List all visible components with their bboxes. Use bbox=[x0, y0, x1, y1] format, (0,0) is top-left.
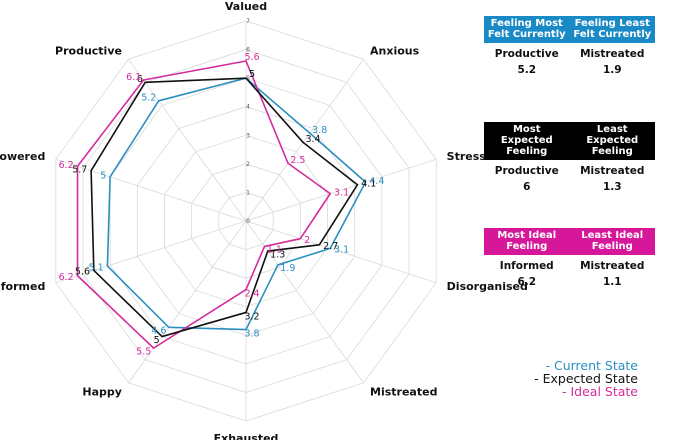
summary-ideal-least-heading: Least Ideal Feeling bbox=[569, 228, 655, 255]
summary-current-least-heading: Feeling Least Felt Currently bbox=[569, 16, 655, 43]
grid-spoke bbox=[55, 158, 247, 222]
grid-spoke bbox=[128, 220, 247, 384]
summary-ideal-header: Most Ideal Feeling Least Ideal Feeling bbox=[484, 228, 655, 255]
summary-current-most-value: 5.2 bbox=[517, 64, 537, 76]
data-label: 3.1 bbox=[334, 187, 349, 198]
tick-label: 2 bbox=[246, 161, 250, 168]
summary-expected: Most Expected Feeling Least Expected Fee… bbox=[484, 122, 655, 195]
data-label: 2 bbox=[304, 235, 310, 246]
legend-ideal: - Ideal State bbox=[562, 384, 638, 399]
tick-label: 1 bbox=[246, 189, 250, 196]
axis-label-anxious: Anxious bbox=[370, 44, 420, 57]
series-ideal-state bbox=[76, 60, 332, 349]
axis-label-informed: Informed bbox=[0, 280, 45, 293]
summary-current-header: Feeling Most Felt Currently Feeling Leas… bbox=[484, 16, 655, 43]
grid-spoke bbox=[55, 220, 247, 284]
data-label: 3.8 bbox=[312, 125, 327, 136]
radial-tick-labels: 0 1 2 3 4 5 6 7 bbox=[246, 18, 250, 225]
data-label: 5 bbox=[249, 69, 255, 80]
data-label: 2.5 bbox=[290, 155, 305, 166]
grid-spoke bbox=[245, 158, 437, 222]
axis-labels: ValuedAnxiousStressedDisorganisedMistrea… bbox=[0, 0, 528, 440]
data-label: 6 bbox=[137, 74, 143, 85]
data-label: 5.1 bbox=[89, 262, 104, 273]
axis-label-empowered: Empowered bbox=[0, 150, 45, 163]
data-label: 5.7 bbox=[72, 164, 87, 175]
summary-expected-header: Most Expected Feeling Least Expected Fee… bbox=[484, 122, 655, 160]
summary-current-most-heading: Feeling Most Felt Currently bbox=[484, 16, 570, 43]
axis-label-valued: Valued bbox=[225, 0, 267, 13]
data-label: 1.9 bbox=[280, 263, 295, 274]
summary-current-most-name: Productive bbox=[494, 48, 559, 60]
data-label: 4.1 bbox=[361, 179, 376, 190]
series-current-state bbox=[106, 77, 367, 331]
tick-label: 7 bbox=[246, 18, 250, 25]
data-label: 1.3 bbox=[270, 249, 285, 260]
data-label: 2.4 bbox=[244, 289, 259, 300]
data-label: 5 bbox=[154, 335, 160, 346]
data-label: 4.6 bbox=[151, 326, 166, 337]
data-label: 5.5 bbox=[136, 346, 151, 357]
legend-expected: - Expected State bbox=[534, 371, 638, 386]
summary-ideal-least-name: Mistreated bbox=[580, 260, 645, 272]
data-label: 4.4 bbox=[369, 176, 384, 187]
data-label: 3.1 bbox=[334, 245, 349, 256]
summary-expected-least-value: 1.3 bbox=[602, 181, 622, 193]
data-label: 6.2 bbox=[59, 272, 74, 283]
data-label: 5.6 bbox=[75, 267, 90, 278]
axis-label-mistreated: Mistreated bbox=[370, 386, 437, 399]
summary-expected-most-value: 6 bbox=[523, 181, 531, 193]
summary-ideal: Most Ideal Feeling Least Ideal Feeling I… bbox=[484, 228, 655, 290]
data-label: 3.8 bbox=[244, 329, 259, 340]
summary-expected-most-name: Productive bbox=[494, 165, 559, 177]
series-expected-state bbox=[90, 77, 359, 338]
summary-current-least-value: 1.9 bbox=[602, 64, 622, 76]
summary-ideal-most-value: 6.2 bbox=[517, 276, 537, 288]
summary-ideal-most-heading: Most Ideal Feeling bbox=[484, 228, 570, 255]
data-label: 5.2 bbox=[141, 93, 156, 104]
data-label: 3.4 bbox=[305, 134, 320, 145]
summary-current-least-name: Mistreated bbox=[580, 48, 645, 60]
summary-expected-least-heading: Least Expected Feeling bbox=[569, 122, 655, 160]
axis-label-happy: Happy bbox=[82, 386, 122, 399]
summary-ideal-most-name: Informed bbox=[499, 260, 554, 272]
data-label: 5 bbox=[249, 69, 255, 80]
tick-label: 6 bbox=[246, 47, 250, 54]
grid-spoke bbox=[245, 58, 364, 222]
value-labels: 5 3.8 4.4 3.1 1.9 3.8 4.6 5.1 5 5.2 5 3.4 4.1 2.7 1.3 3… bbox=[59, 52, 385, 357]
grid-spoke bbox=[128, 58, 247, 222]
tick-label: 5 bbox=[246, 75, 250, 82]
axis-label-exhausted: Exhausted bbox=[214, 432, 279, 440]
data-label: 2.7 bbox=[323, 241, 338, 252]
axis-label-productive: Productive bbox=[55, 44, 122, 57]
summary-expected-most-heading: Most Expected Feeling bbox=[484, 122, 570, 160]
legend-current: - Current State bbox=[545, 358, 639, 373]
tick-label: 0 bbox=[246, 218, 250, 225]
summary-current: Feeling Most Felt Currently Feeling Leas… bbox=[484, 16, 655, 78]
tick-label: 3 bbox=[246, 132, 250, 139]
radar-series bbox=[76, 60, 367, 349]
grid-spoke bbox=[245, 220, 364, 384]
data-label: 6.2 bbox=[59, 160, 74, 171]
radar-grid bbox=[55, 20, 437, 422]
grid-spoke bbox=[245, 220, 437, 284]
data-label: 6.1 bbox=[126, 72, 141, 83]
data-label: 5.6 bbox=[244, 52, 259, 63]
summary-ideal-least-value: 1.1 bbox=[602, 276, 622, 288]
tick-label: 4 bbox=[246, 104, 250, 111]
data-label: 3.2 bbox=[244, 311, 259, 322]
summary-expected-least-name: Mistreated bbox=[580, 165, 645, 177]
data-label: 1.1 bbox=[267, 245, 282, 256]
chart-legend: - Current State - Expected State - Ideal… bbox=[534, 359, 638, 398]
axis-label-disorganised: Disorganised bbox=[447, 280, 528, 293]
data-label: 5 bbox=[100, 171, 106, 182]
